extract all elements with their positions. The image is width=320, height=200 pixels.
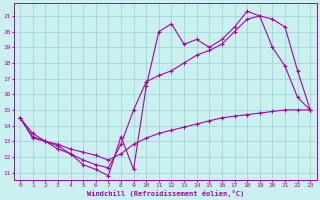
X-axis label: Windchill (Refroidissement éolien,°C): Windchill (Refroidissement éolien,°C) [86, 190, 244, 197]
